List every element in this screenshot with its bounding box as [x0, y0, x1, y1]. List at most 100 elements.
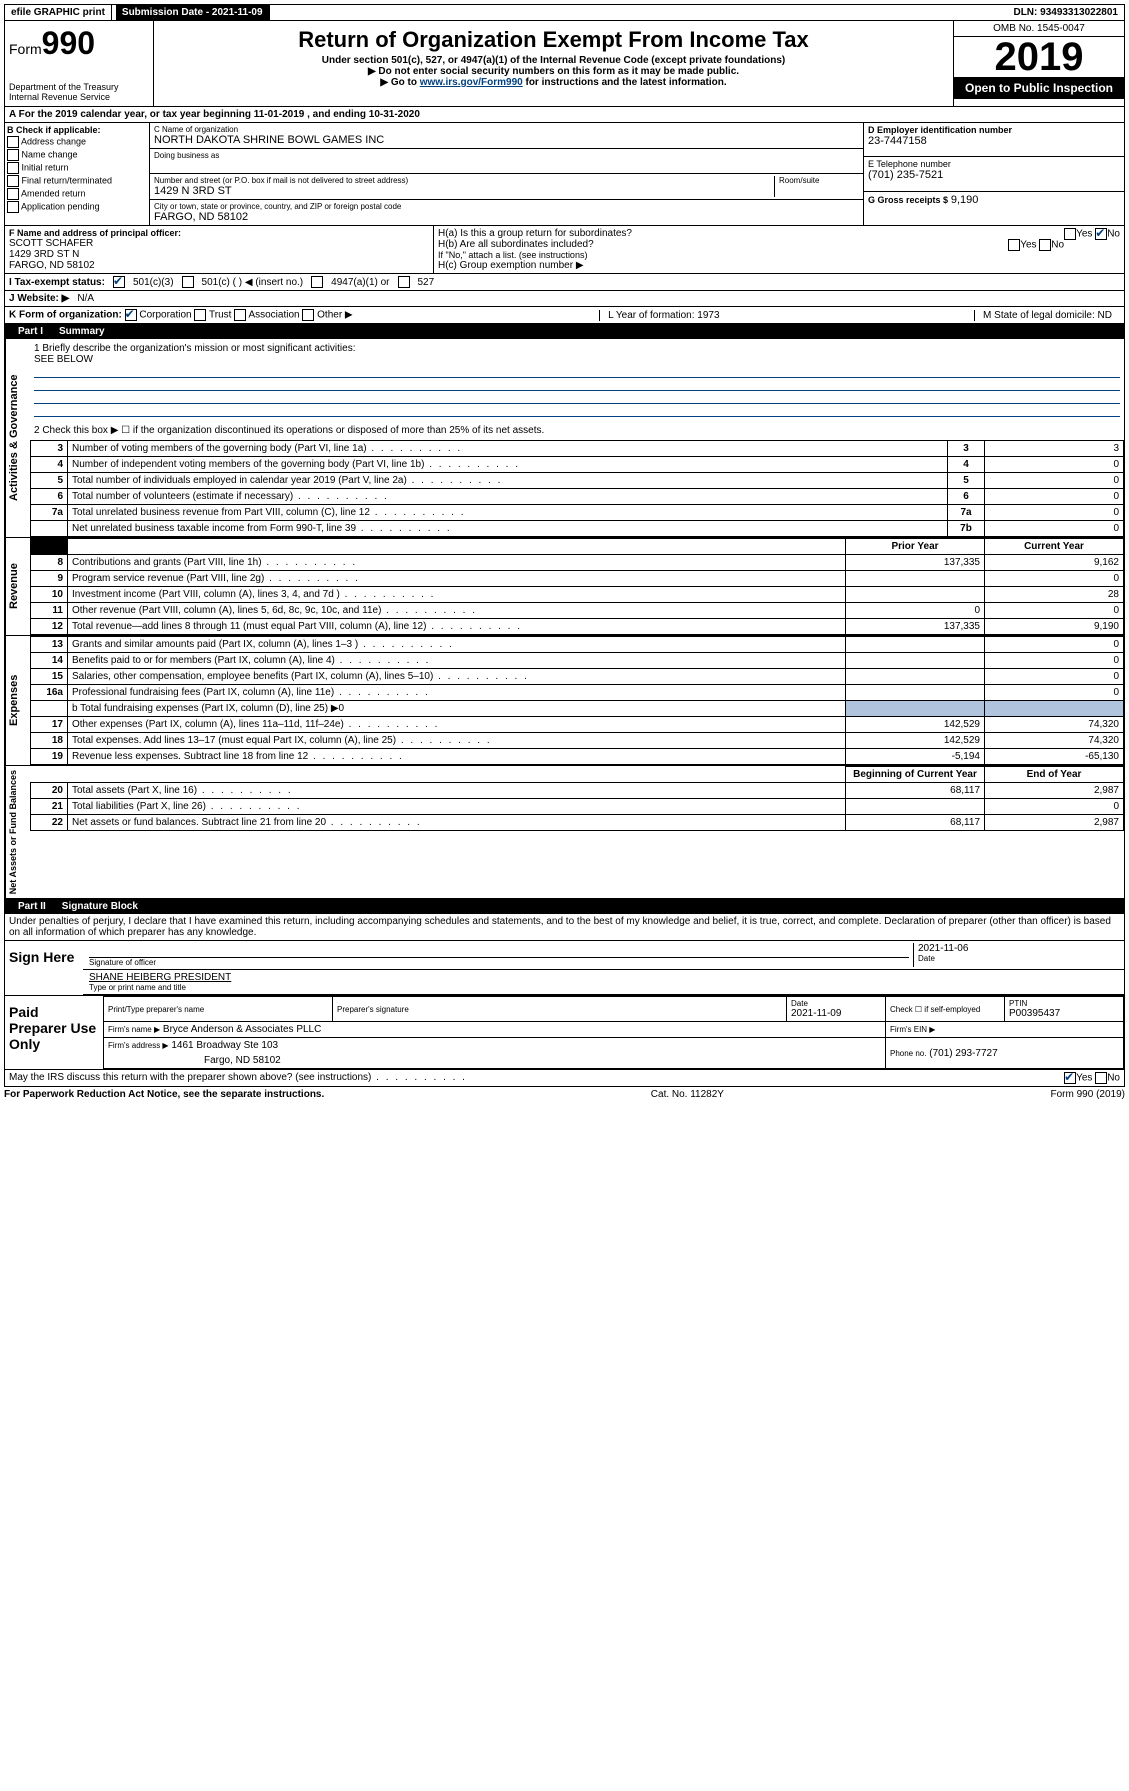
discuss-no-checkbox[interactable] [1095, 1072, 1107, 1084]
prep-date: 2021-11-09 [791, 1008, 881, 1019]
opt-assoc: Association [248, 310, 299, 321]
chk-501c3[interactable] [113, 276, 125, 288]
h-b-no-checkbox[interactable] [1039, 239, 1051, 251]
subtitle-2: ▶ Do not enter social security numbers o… [158, 66, 949, 77]
box-b: B Check if applicable: Address change Na… [5, 123, 150, 225]
discuss-label: May the IRS discuss this return with the… [9, 1072, 467, 1084]
state-domicile: M State of legal domicile: ND [974, 310, 1120, 321]
h-a-yes-checkbox[interactable] [1064, 228, 1076, 240]
expenses-table: 13Grants and similar amounts paid (Part … [30, 636, 1124, 765]
ptin-label: PTIN [1009, 999, 1119, 1008]
firm-addr1: 1461 Broadway Ste 103 [171, 1040, 278, 1051]
expenses-section: Expenses 13Grants and similar amounts pa… [4, 636, 1125, 766]
underline [34, 404, 1120, 417]
phone-value: (701) 235-7521 [868, 169, 1120, 181]
gross-value: 9,190 [951, 194, 979, 206]
h-a-label: H(a) Is this a group return for subordin… [438, 228, 632, 239]
discuss-yes-checkbox[interactable] [1064, 1072, 1076, 1084]
gross-label: G Gross receipts $ [868, 195, 948, 205]
sign-here-label: Sign Here [5, 941, 83, 995]
q2-label: 2 Check this box ▶ ☐ if the organization… [30, 421, 1124, 440]
chk-527[interactable] [398, 276, 410, 288]
paid-preparer-label: Paid Preparer Use Only [5, 996, 103, 1069]
tax-status-label: I Tax-exempt status: [9, 277, 105, 288]
tax-year: 2019 [954, 37, 1124, 77]
chk-initial-return[interactable]: Initial return [7, 162, 147, 174]
table-row: 21Total liabilities (Part X, line 26)0 [31, 799, 1124, 815]
discuss-no: No [1107, 1073, 1120, 1084]
box-c: C Name of organization NORTH DAKOTA SHRI… [150, 123, 863, 225]
h-a-no-checkbox[interactable] [1095, 228, 1107, 240]
q1-label: 1 Briefly describe the organization's mi… [34, 343, 1120, 354]
table-row: 14Benefits paid to or for members (Part … [31, 653, 1124, 669]
netassets-section: Net Assets or Fund Balances Beginning of… [4, 766, 1125, 899]
header-left: Form990 Department of the Treasury Inter… [5, 21, 154, 106]
underline [34, 378, 1120, 391]
col-begin: Beginning of Current Year [846, 767, 985, 783]
form-header: Form990 Department of the Treasury Inter… [4, 21, 1125, 107]
h-b-note: If "No," attach a list. (see instruction… [438, 250, 1120, 260]
table-row: 6Total number of volunteers (estimate if… [31, 489, 1124, 505]
ein-value: 23-7447158 [868, 135, 1120, 147]
table-row: 15Salaries, other compensation, employee… [31, 669, 1124, 685]
prep-self-employed[interactable]: Check ☐ if self-employed [890, 1005, 1000, 1014]
box-deg: D Employer identification number 23-7447… [863, 123, 1124, 225]
part2-title: Signature Block [62, 901, 138, 912]
h-b-yes-checkbox[interactable] [1008, 239, 1020, 251]
col-current: Current Year [985, 539, 1124, 555]
table-row: 13Grants and similar amounts paid (Part … [31, 637, 1124, 653]
box-h: H(a) Is this a group return for subordin… [434, 226, 1124, 273]
table-row: 4Number of independent voting members of… [31, 457, 1124, 473]
opt-527: 527 [418, 277, 435, 288]
col-end: End of Year [985, 767, 1124, 783]
table-row: 7aTotal unrelated business revenue from … [31, 505, 1124, 521]
chk-trust[interactable] [194, 309, 206, 321]
sub3-pre: ▶ Go to [380, 77, 419, 88]
table-row: 12Total revenue—add lines 8 through 11 (… [31, 619, 1124, 635]
chk-address-change[interactable]: Address change [7, 136, 147, 148]
instructions-link[interactable]: www.irs.gov/Form990 [420, 77, 523, 88]
opt-501c: 501(c) ( ) ◀ (insert no.) [202, 277, 304, 288]
opt-corp: Corporation [139, 310, 191, 321]
org-name-label: C Name of organization [154, 125, 859, 134]
website-label: J Website: ▶ [9, 293, 69, 304]
underline [34, 391, 1120, 404]
header-right: OMB No. 1545-0047 2019 Open to Public In… [953, 21, 1124, 106]
chk-final-return[interactable]: Final return/terminated [7, 175, 147, 187]
kform-label: K Form of organization: [9, 310, 122, 321]
governance-table: 3Number of voting members of the governi… [30, 440, 1124, 537]
opt-trust: Trust [209, 310, 231, 321]
chk-501c[interactable] [182, 276, 194, 288]
netassets-table: Beginning of Current Year End of Year 20… [30, 766, 1124, 831]
vert-expenses: Expenses [5, 636, 30, 765]
table-row: 20Total assets (Part X, line 16)68,1172,… [31, 783, 1124, 799]
table-row: Net unrelated business taxable income fr… [31, 521, 1124, 537]
sub3-post: for instructions and the latest informat… [523, 77, 727, 88]
chk-corp[interactable] [125, 309, 137, 321]
paid-preparer-section: Paid Preparer Use Only Print/Type prepar… [4, 996, 1125, 1070]
form-number-big: 990 [42, 25, 95, 61]
officer-name-label: Type or print name and title [89, 983, 1118, 992]
addr-value: 1429 N 3RD ST [154, 185, 774, 197]
table-row: 22Net assets or fund balances. Subtract … [31, 815, 1124, 831]
chk-other[interactable] [302, 309, 314, 321]
period-line: A For the 2019 calendar year, or tax yea… [4, 107, 1125, 123]
table-row: 11Other revenue (Part VIII, column (A), … [31, 603, 1124, 619]
chk-assoc[interactable] [234, 309, 246, 321]
irs-label: Internal Revenue Service [9, 92, 149, 102]
ein-label: D Employer identification number [868, 125, 1120, 135]
chk-amended[interactable]: Amended return [7, 188, 147, 200]
prep-date-label: Date [791, 999, 881, 1008]
governance-section: Activities & Governance 1 Briefly descri… [4, 339, 1125, 538]
chk-application-pending[interactable]: Application pending [7, 201, 147, 213]
dba-label: Doing business as [154, 151, 859, 160]
officer-name: SCOTT SCHAFER [9, 238, 429, 249]
part1-num: Part I [10, 326, 51, 337]
firm-phone-label: Phone no. [890, 1049, 926, 1058]
chk-4947[interactable] [311, 276, 323, 288]
part1-header: Part I Summary [4, 324, 1125, 339]
sig-date: 2021-11-06 [918, 943, 1118, 954]
org-name: NORTH DAKOTA SHRINE BOWL GAMES INC [154, 134, 859, 146]
chk-name-change[interactable]: Name change [7, 149, 147, 161]
kform-row: K Form of organization: Corporation Trus… [4, 307, 1125, 324]
